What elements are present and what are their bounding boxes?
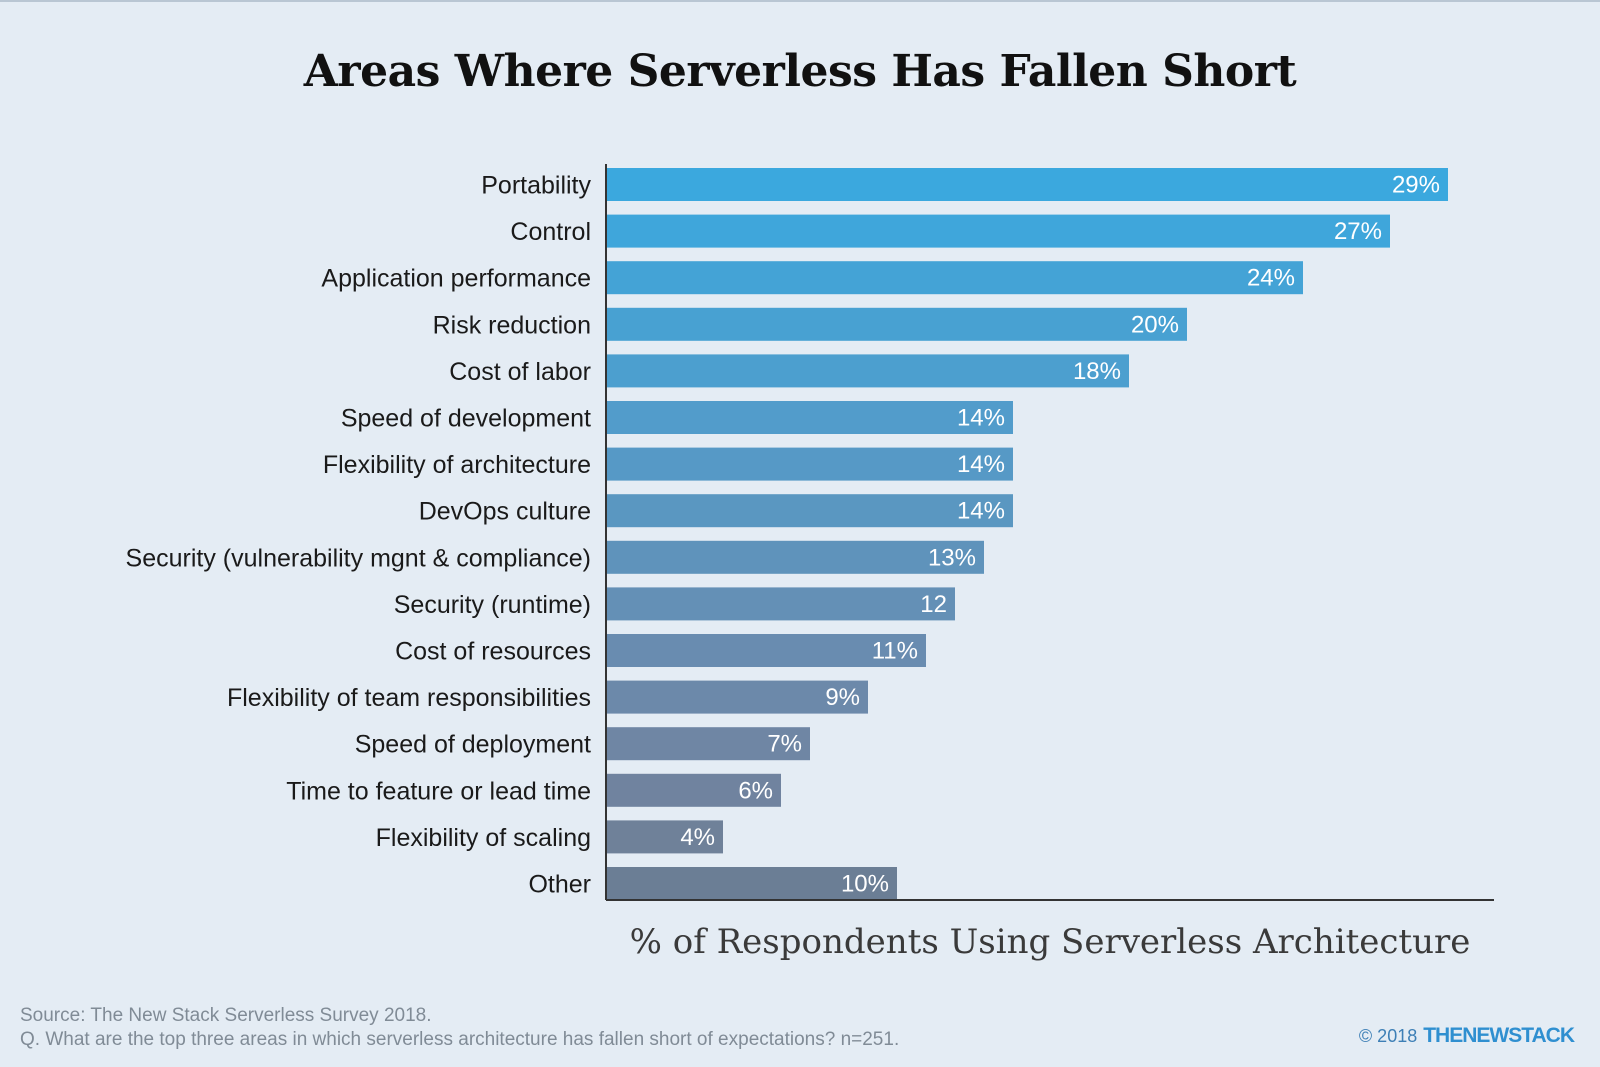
category-label-8: Security (vulnerability mgnt & complianc… — [126, 544, 591, 572]
x-axis-label: % of Respondents Using Serverless Archit… — [629, 922, 1471, 962]
category-label-2: Application performance — [321, 265, 591, 293]
value-label-9: 12 — [920, 591, 947, 618]
value-label-12: 7% — [767, 731, 802, 758]
bar-0 — [607, 168, 1448, 201]
bar-1 — [607, 214, 1390, 248]
bar-14 — [607, 820, 723, 854]
value-label-15: 10% — [841, 871, 889, 898]
value-label-14: 4% — [680, 824, 715, 851]
value-label-3: 20% — [1131, 311, 1179, 338]
value-label-5: 14% — [957, 405, 1005, 432]
category-label-0: Portability — [481, 172, 591, 200]
category-label-3: Risk reduction — [433, 311, 591, 339]
value-label-11: 9% — [825, 684, 860, 711]
value-label-8: 13% — [928, 544, 976, 571]
value-label-2: 24% — [1247, 265, 1295, 292]
category-label-15: Other — [528, 871, 591, 899]
bar-10 — [607, 634, 926, 667]
bar-3 — [607, 307, 1187, 341]
bar-9 — [607, 587, 955, 621]
copyright-text: © 2018 — [1358, 1026, 1418, 1046]
bar-6 — [607, 447, 1013, 481]
value-label-1: 27% — [1334, 218, 1382, 245]
category-label-5: Speed of development — [341, 405, 591, 433]
bar-7 — [607, 494, 1013, 528]
chart-title: Areas Where Serverless Has Fallen Short — [303, 46, 1297, 97]
source-note: Source: The New Stack Serverless Survey … — [20, 1004, 899, 1052]
category-label-11: Flexibility of team responsibilities — [227, 684, 591, 712]
category-label-14: Flexibility of scaling — [376, 824, 591, 852]
category-label-1: Control — [510, 218, 591, 246]
top-border-line — [0, 0, 1600, 2]
value-label-13: 6% — [738, 777, 773, 804]
bar-15 — [607, 867, 897, 900]
bar-2 — [607, 261, 1303, 295]
bar-13 — [607, 773, 781, 807]
category-label-7: DevOps culture — [419, 498, 591, 526]
value-label-4: 18% — [1073, 358, 1121, 385]
category-label-13: Time to feature or lead time — [286, 777, 591, 805]
source-text: Source: The New Stack Serverless Survey … — [20, 1005, 432, 1026]
bar-5 — [607, 401, 1013, 434]
value-label-0: 29% — [1392, 172, 1440, 199]
value-label-10: 11% — [872, 638, 918, 665]
bar-4 — [607, 354, 1129, 388]
category-label-12: Speed of deployment — [355, 731, 591, 759]
bar-12 — [607, 727, 810, 761]
value-label-6: 14% — [957, 451, 1005, 478]
question-text: Q. What are the top three areas in which… — [20, 1029, 900, 1050]
brand-logo: THENEWSTACK — [1423, 1024, 1575, 1047]
category-label-4: Cost of labor — [449, 358, 591, 386]
bars-group: Portability 29% Control 27% Application perf… — [126, 168, 1448, 900]
bar-11 — [607, 680, 868, 714]
category-label-6: Flexibility of architecture — [323, 451, 591, 479]
category-label-9: Security (runtime) — [394, 591, 591, 619]
category-label-10: Cost of resources — [395, 638, 591, 666]
value-label-7: 14% — [957, 498, 1005, 525]
bar-8 — [607, 540, 984, 574]
credit: © 2018 THENEWSTACK — [1358, 1024, 1575, 1048]
